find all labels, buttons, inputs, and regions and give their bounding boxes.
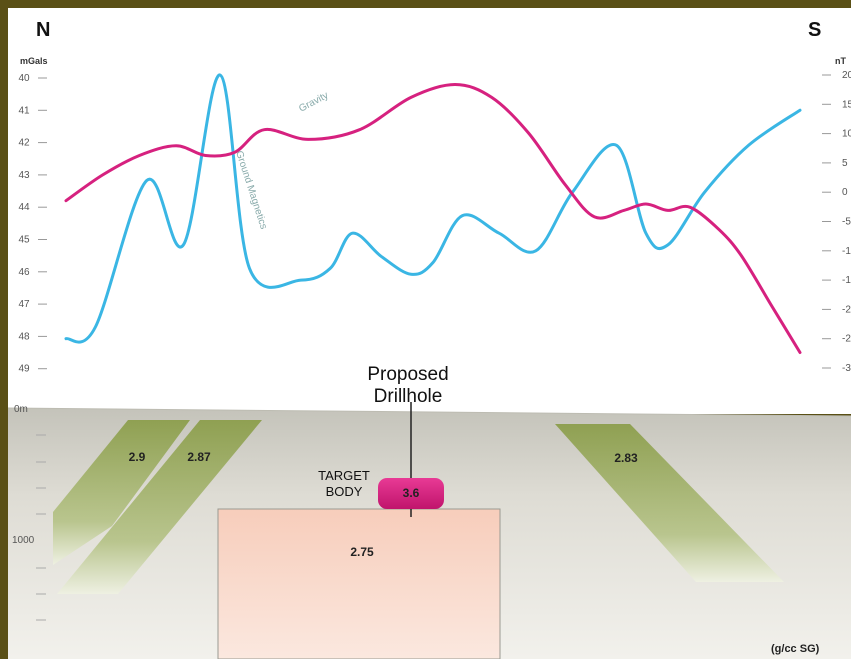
right-tick-label: 5	[842, 158, 848, 169]
target-label-line1: TARGET	[318, 468, 370, 483]
south-label: S	[808, 19, 821, 41]
left-tick-label: 49	[18, 364, 30, 375]
block-2-83	[555, 424, 784, 582]
left-tick-label: 43	[18, 170, 30, 181]
ground-surface-line	[7, 407, 851, 417]
drillhole-label-line2: Drillhole	[374, 386, 443, 407]
depth-top-label: 0m	[14, 404, 28, 415]
profile-curves	[64, 73, 802, 354]
right-tick-label: 10	[842, 129, 851, 140]
chart-panel	[8, 8, 851, 414]
host-block	[217, 508, 501, 659]
left-tick-label: 48	[18, 331, 30, 342]
magnetics-line	[64, 73, 802, 344]
target-body	[378, 478, 444, 509]
right-tick-label: 20	[842, 70, 851, 81]
block-2-87	[57, 420, 262, 594]
north-label: N	[36, 19, 50, 41]
depth-axis-ticks	[36, 434, 46, 621]
right-tick-label: 0	[842, 187, 848, 198]
block-2-83-label: 2.83	[614, 451, 638, 465]
left-axis-unit: mGals	[20, 56, 48, 66]
right-axis-ticks: 20 15 10 5 0 -5 -10 -15 -20 -25 -30	[822, 70, 851, 374]
host-block-label: 2.75	[350, 545, 374, 559]
target-label-line2: BODY	[326, 484, 363, 499]
left-tick-label: 44	[18, 202, 30, 213]
right-tick-label: -30	[842, 363, 851, 374]
right-tick-label: -25	[842, 334, 851, 345]
right-tick-label: -5	[842, 217, 851, 228]
left-tick-label: 40	[18, 73, 30, 84]
left-tick-label: 45	[18, 235, 30, 246]
block-2-9	[53, 420, 190, 565]
right-tick-label: -10	[842, 246, 851, 257]
block-2-9-label: 2.9	[129, 450, 146, 464]
drillhole-label-line1: Proposed	[367, 364, 448, 385]
left-axis-ticks: 40 41 42 43 44 45 46 47 48 49	[18, 73, 47, 375]
right-tick-label: -20	[842, 304, 851, 315]
right-tick-label: 15	[842, 99, 851, 110]
left-tick-label: 42	[18, 138, 30, 149]
left-tick-label: 41	[18, 105, 30, 116]
right-axis-unit: nT	[835, 56, 846, 66]
left-tick-label: 46	[18, 267, 30, 278]
depth-mid-label: 1000	[12, 535, 35, 546]
left-tick-label: 47	[18, 299, 30, 310]
right-tick-label: -15	[842, 275, 851, 286]
gravity-line	[64, 83, 802, 354]
density-units-label: (g/cc SG)	[771, 643, 820, 655]
target-body-value: 3.6	[403, 486, 420, 500]
block-2-87-label: 2.87	[187, 450, 211, 464]
